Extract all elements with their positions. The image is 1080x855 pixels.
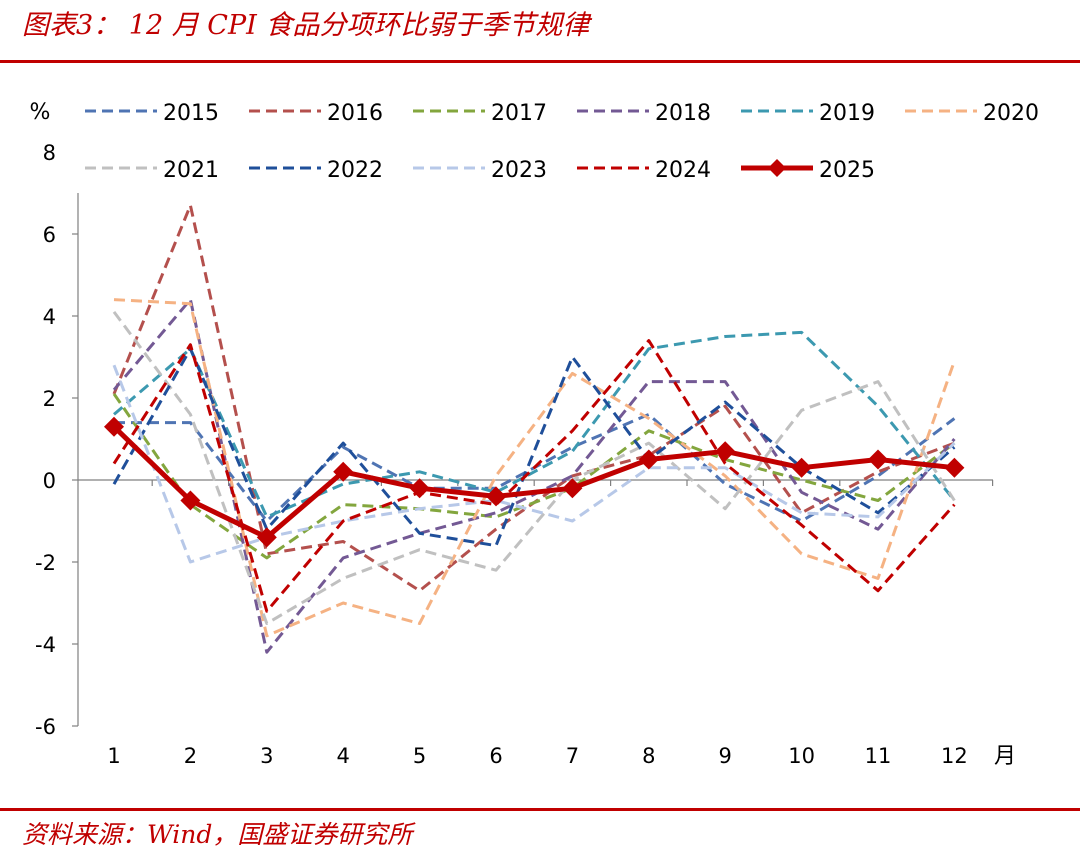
legend-marker (768, 159, 786, 177)
y-tick-label: 2 (43, 387, 56, 411)
legend-label: 2015 (163, 101, 219, 126)
legend-label: 2017 (491, 101, 547, 126)
series-line-2018 (112, 298, 956, 654)
legend-item-2019: 2019 (741, 101, 875, 126)
data-point (104, 416, 124, 437)
y-tick-label: -6 (35, 715, 56, 739)
data-point (180, 490, 201, 511)
x-axis-label: 月 (994, 744, 1016, 769)
x-tick-label: 4 (337, 744, 350, 768)
data-point (715, 441, 736, 462)
x-tick-label: 9 (719, 744, 732, 768)
title-divider (0, 60, 1080, 63)
series-2025 (104, 416, 965, 548)
y-axis-label: % (30, 100, 51, 125)
series-line-2017 (112, 393, 956, 560)
data-point (868, 449, 888, 470)
x-tick-label: 1 (107, 744, 120, 768)
series-line-2024 (112, 339, 956, 613)
legend-item-2021: 2021 (85, 158, 219, 183)
legend-label: 2024 (655, 158, 711, 183)
y-tick-label: -4 (35, 633, 56, 657)
series-2020 (113, 298, 956, 638)
y-tick-label: -2 (35, 551, 56, 575)
y-tick-label: 4 (43, 305, 56, 329)
legend-label: 2020 (983, 101, 1039, 126)
series-2024 (112, 339, 956, 613)
legend-item-2017: 2017 (413, 101, 547, 126)
legend-item-2025: 2025 (741, 158, 875, 183)
plot-area (104, 203, 965, 654)
data-point (944, 457, 965, 478)
legend-item-2020: 2020 (905, 101, 1039, 126)
legend-label: 2016 (327, 101, 383, 126)
legend-label: 2021 (163, 158, 219, 183)
x-tick-label: 7 (566, 744, 579, 768)
legend-label: 2022 (327, 158, 383, 183)
data-point (256, 527, 277, 548)
data-point (562, 478, 583, 499)
source-note: 资料来源：Wind，国盛证券研究所 (22, 820, 413, 849)
series-2017 (112, 393, 956, 560)
x-tick-label: 11 (865, 744, 892, 768)
legend-label: 2023 (491, 158, 547, 183)
source-divider (0, 808, 1080, 811)
data-point (333, 461, 354, 482)
legend-label: 2018 (655, 101, 711, 126)
x-tick-label: 6 (489, 744, 502, 768)
series-2016 (112, 203, 955, 593)
y-tick-label: 8 (43, 141, 56, 165)
x-tick-label: 8 (642, 744, 655, 768)
data-point (486, 486, 506, 507)
series-line-2021 (112, 311, 956, 625)
data-point (791, 457, 812, 478)
x-tick-label: 3 (260, 744, 273, 768)
series-line-2020 (113, 298, 956, 638)
data-point (409, 478, 430, 499)
legend-label: 2025 (819, 158, 875, 183)
x-tick-label: 12 (941, 744, 968, 768)
chart-title: 图表3： 12 月 CPI 食品分项环比弱于季节规律 (22, 10, 590, 41)
legend-label: 2019 (819, 101, 875, 126)
y-tick-label: 0 (43, 469, 56, 493)
chart-legend: 2015 2016 2017 2018 2019 2020 2021 2022 2023 2024… (85, 101, 1039, 183)
legend-item-2016: 2016 (249, 101, 383, 126)
y-tick-label: 6 (43, 223, 56, 247)
series-2018 (112, 298, 956, 654)
series-2019 (113, 330, 956, 519)
series-line-2019 (113, 330, 956, 519)
series-line-2016 (112, 203, 955, 593)
legend-item-2024: 2024 (577, 158, 711, 183)
series-2021 (112, 311, 956, 625)
legend-item-2022: 2022 (249, 158, 383, 183)
series-line-2023 (112, 364, 956, 564)
legend-item-2015: 2015 (85, 101, 219, 126)
legend-item-2023: 2023 (413, 158, 547, 183)
series-2023 (112, 364, 956, 564)
x-tick-label: 2 (184, 744, 197, 768)
series-line-2025 (112, 424, 955, 540)
data-point (638, 449, 659, 470)
legend-item-2018: 2018 (577, 101, 711, 126)
x-tick-label: 5 (413, 744, 426, 768)
x-tick-label: 10 (788, 744, 815, 768)
